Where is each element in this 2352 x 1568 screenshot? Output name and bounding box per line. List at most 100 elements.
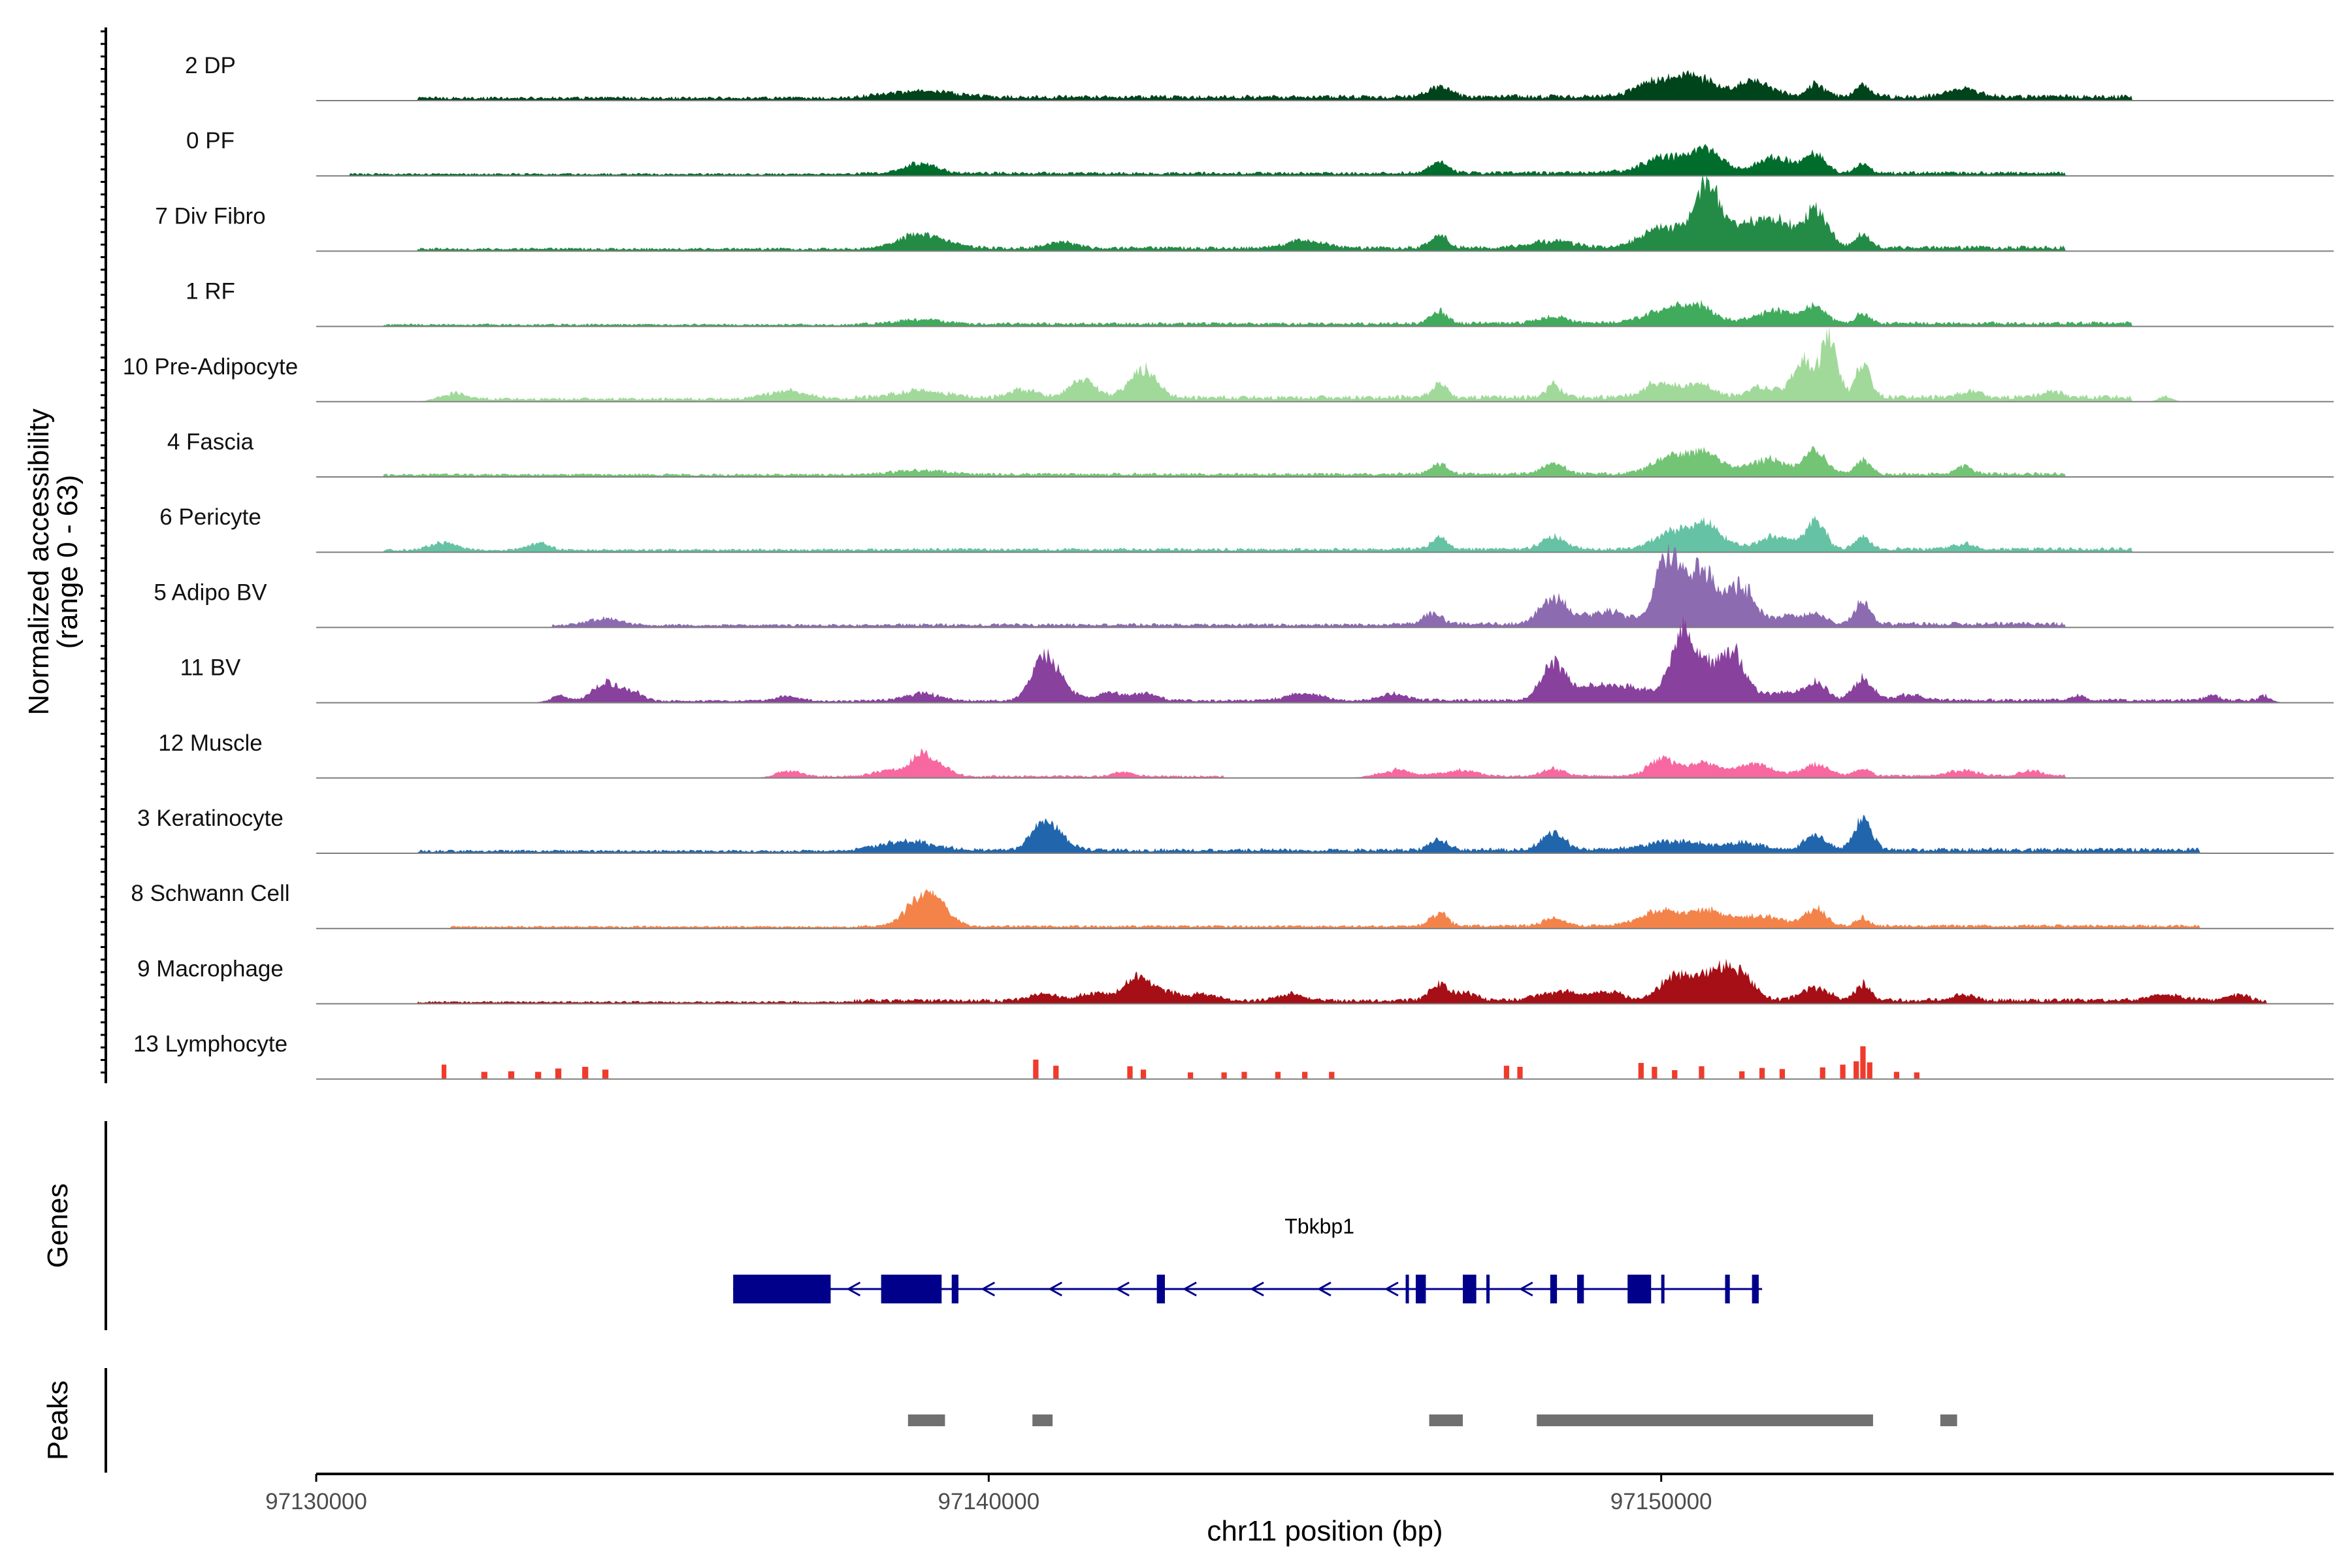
peak-track-title: Peaks (42, 1380, 74, 1460)
coverage-bar (1739, 1071, 1745, 1079)
track-4-fascia: 4 Fascia (167, 429, 2334, 478)
coverage-bar (1140, 1070, 1147, 1079)
strand-arrow (1249, 1281, 1264, 1297)
track-label: 11 BV (180, 655, 241, 681)
strand-arrow (1316, 1281, 1331, 1297)
gene-panel: Genes Tbkbp1 (42, 1121, 1763, 1330)
strand-arrow (846, 1281, 861, 1297)
track-label: 8 Schwann Cell (131, 881, 289, 906)
coverage-area (316, 174, 2334, 252)
coverage-bar (1867, 1062, 1872, 1079)
coverage-bar (1638, 1062, 1644, 1079)
coverage-y-ticks (101, 30, 106, 1074)
coverage-bar (1854, 1061, 1859, 1079)
strand-arrow (1115, 1281, 1130, 1297)
gene-exon (1156, 1275, 1166, 1303)
coverage-bar (1893, 1071, 1900, 1079)
gene-exon (951, 1275, 959, 1303)
coverage-bar (602, 1070, 609, 1079)
track-label: 9 Macrophage (137, 956, 284, 981)
coverage-bar (1820, 1067, 1825, 1079)
coverage-bar (582, 1066, 589, 1079)
track-label: 13 Lymphocyte (133, 1032, 287, 1057)
track-2-dp: 2 DP (185, 53, 2334, 101)
coverage-bar (1517, 1066, 1523, 1079)
coverage-area (316, 325, 2334, 402)
coverage-tracks: 2 DP 0 PF 7 Div Fibro 1 RF 10 Pre-Adipocyte 4… (123, 53, 2334, 1080)
coverage-bar (1033, 1059, 1039, 1079)
peak-region (1032, 1414, 1053, 1426)
coverage-bar (1652, 1066, 1658, 1079)
track-5-adipo-bv: 5 Adipo BV (154, 543, 2334, 629)
gene-exon (1752, 1275, 1759, 1303)
coverage-bar (1127, 1066, 1133, 1079)
coverage-bar (1840, 1064, 1846, 1079)
track-3-keratinocyte: 3 Keratinocyte (137, 806, 2334, 854)
gene-exon (1550, 1275, 1558, 1303)
coverage-area (316, 446, 2334, 477)
coverage-bar (1329, 1071, 1335, 1079)
coverage-area (316, 70, 2334, 101)
x-axis-title: chr11 position (bp) (1207, 1515, 1443, 1547)
y-axis-title-line1: Normalized accessibility (23, 408, 55, 715)
x-ticks: 97130000 97140000 97150000 (265, 1474, 1712, 1514)
strand-arrow (981, 1281, 996, 1297)
coverage-bar (1779, 1069, 1786, 1079)
coverage-bar (535, 1071, 542, 1079)
coverage-area (316, 299, 2334, 327)
x-tick-label: 97130000 (265, 1489, 367, 1514)
y-axis-title-line2: (range 0 - 63) (52, 475, 84, 649)
coverage-area (316, 615, 2334, 703)
track-6-pericyte: 6 Pericyte (159, 504, 2334, 553)
coverage-bar (1275, 1071, 1281, 1079)
coverage-bar (1053, 1066, 1059, 1079)
coverage-area (316, 958, 2334, 1004)
track-label: 1 RF (186, 279, 235, 304)
gene-exon (1405, 1275, 1409, 1303)
coverage-bar (1914, 1072, 1919, 1079)
coverage-area (316, 515, 2334, 553)
coverage-bar (1503, 1066, 1510, 1079)
coverage-bar (481, 1071, 487, 1079)
track-12-muscle: 12 Muscle (158, 730, 2334, 779)
gene-exon (1577, 1275, 1584, 1303)
coverage-area (316, 748, 2334, 778)
y-axis-title: Normalized accessibility (range 0 - 63) (23, 408, 84, 715)
coverage-bar (1188, 1072, 1194, 1079)
track-label: 3 Keratinocyte (137, 806, 284, 831)
coverage-area (316, 815, 2334, 853)
coverage-bar (508, 1071, 515, 1079)
coverage-area (316, 144, 2334, 176)
x-tick-label: 97150000 (1610, 1489, 1712, 1514)
peak-panel: Peaks (42, 1368, 1957, 1473)
gene-exon (1627, 1275, 1652, 1303)
peak-region (1940, 1414, 1957, 1426)
track-label: 2 DP (185, 53, 236, 78)
gene-exon (881, 1275, 942, 1303)
coverage-bar (441, 1064, 447, 1079)
gene-exon (1415, 1275, 1426, 1303)
gene-exon (1725, 1275, 1730, 1303)
coverage-bar (1302, 1071, 1308, 1079)
gene-track-title: Genes (42, 1183, 74, 1268)
coverage-bar (555, 1068, 562, 1079)
track-13-lymphocyte: 13 Lymphocyte (133, 1032, 2334, 1080)
track-10-pre-adipocyte: 10 Pre-Adipocyte (123, 325, 2334, 402)
track-0-pf: 0 PF (186, 128, 2334, 177)
gene-tbkbp1: Tbkbp1 (733, 1215, 1763, 1303)
gene-exon (733, 1275, 831, 1303)
x-axis: 97130000 97140000 97150000 chr11 position … (265, 1473, 2334, 1547)
coverage-area (316, 543, 2334, 628)
track-9-macrophage: 9 Macrophage (137, 956, 2334, 1005)
coverage-bar (1699, 1066, 1705, 1079)
coverage-bar (1672, 1070, 1678, 1079)
track-label: 10 Pre-Adipocyte (123, 354, 298, 380)
track-1-rf: 1 RF (186, 279, 2334, 327)
strand-arrow (1384, 1281, 1399, 1297)
track-7-div-fibro: 7 Div Fibro (155, 174, 2334, 252)
track-label: 4 Fascia (167, 429, 254, 455)
coverage-bar (1241, 1071, 1247, 1079)
coverage-bar (1759, 1068, 1765, 1079)
track-label: 0 PF (186, 128, 235, 154)
peak-regions (907, 1414, 1957, 1426)
